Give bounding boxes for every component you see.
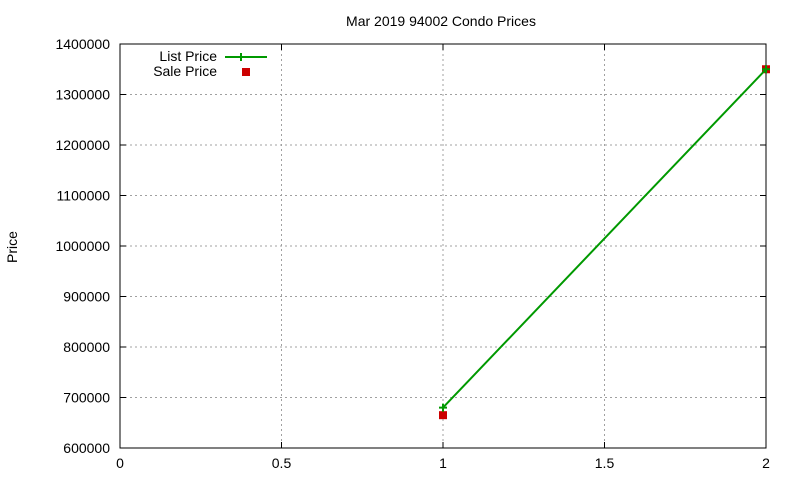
sale-price-marker [439,411,447,420]
y-tick-label: 900000 [63,289,110,305]
x-tick-label: 0.5 [272,455,292,471]
y-tick-label: 600000 [63,440,110,456]
y-tick-label: 1400000 [55,36,110,52]
legend: List Price Sale Price [153,48,267,79]
y-tick-label: 1300000 [55,87,110,103]
legend-square-icon [242,68,250,76]
grid-lines [120,44,766,448]
x-axis-ticks: 0 0.5 1 1.5 2 [116,44,770,471]
legend-cross-icon [237,53,245,61]
y-tick-label: 800000 [63,339,110,355]
y-tick-label: 1200000 [55,137,110,153]
y-tick-label: 1000000 [55,238,110,254]
y-axis-ticks: 600000 700000 800000 900000 1000000 1100000 12… [55,36,766,456]
list-price-marker [439,403,447,412]
legend-label-list-price: List Price [159,48,217,64]
y-tick-label: 1100000 [57,188,111,204]
list-price-marker [762,65,770,74]
x-tick-label: 2 [762,455,770,471]
series-layer [439,65,770,420]
x-tick-label: 1 [439,455,447,471]
x-tick-label: 1.5 [595,455,615,471]
x-tick-label: 0 [116,455,124,471]
list-price-line [442,68,767,409]
y-tick-label: 700000 [63,390,110,406]
y-axis-label: Price [4,231,20,263]
legend-label-sale-price: Sale Price [153,63,217,79]
chart-title: Mar 2019 94002 Condo Prices [346,13,536,29]
